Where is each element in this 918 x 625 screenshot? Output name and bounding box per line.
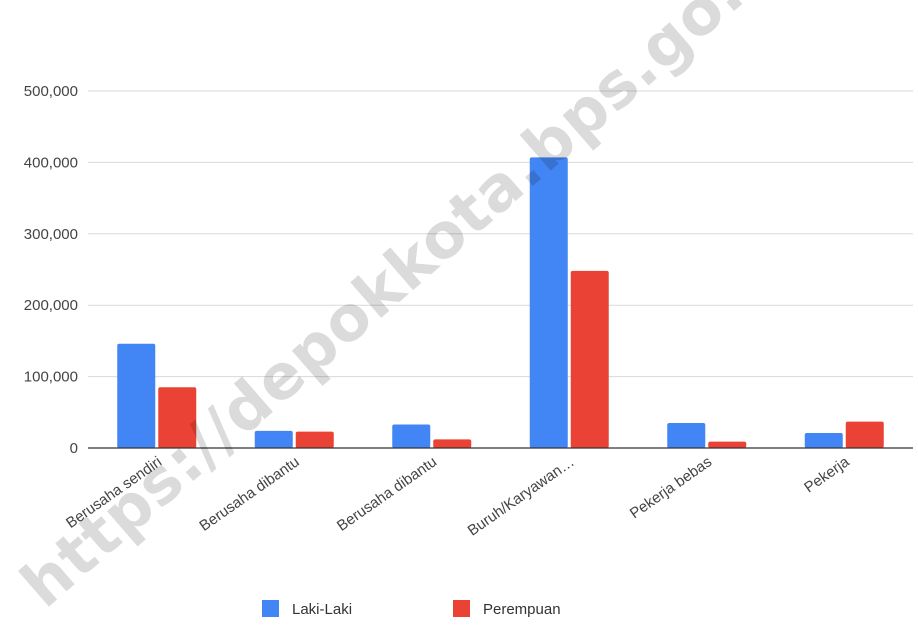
- x-category-label: Pekerja bebas: [627, 453, 715, 522]
- bar-laki-laki: [804, 433, 843, 448]
- bar-perempuan: [158, 387, 197, 448]
- y-tick-label: 500,000: [24, 83, 78, 100]
- watermark-text: https://depokkota.bps.go.id: [7, 0, 809, 621]
- bar-laki-laki: [117, 343, 156, 448]
- bar-laki-laki: [667, 423, 706, 448]
- x-category-label: Berusaha dibantu: [334, 453, 440, 534]
- bar-perempuan: [433, 439, 472, 448]
- bar-laki-laki: [529, 157, 568, 449]
- legend-label: Laki-Laki: [292, 601, 352, 618]
- bar-perempuan: [708, 441, 747, 448]
- bar-perempuan: [295, 431, 334, 448]
- y-axis-tick-labels: 0 100,000 200,000 300,000 400,000 500,000: [24, 83, 78, 457]
- y-tick-label: 100,000: [24, 369, 78, 386]
- y-tick-label: 0: [70, 440, 78, 457]
- bars: [117, 157, 884, 449]
- legend-swatch: [453, 600, 470, 617]
- x-category-label: Pekerja: [801, 453, 853, 496]
- legend-label: Perempuan: [483, 601, 561, 618]
- bar-perempuan: [845, 421, 884, 448]
- y-tick-label: 400,000: [24, 154, 78, 171]
- gridlines: [88, 90, 913, 378]
- legend: Laki-Laki Perempuan: [262, 600, 561, 618]
- y-tick-label: 300,000: [24, 226, 78, 243]
- bar-laki-laki: [254, 430, 293, 448]
- bar-perempuan: [570, 270, 609, 448]
- legend-swatch: [262, 600, 279, 617]
- y-tick-label: 200,000: [24, 297, 78, 314]
- x-category-label: Buruh/Karyawan…: [465, 453, 578, 539]
- bar-laki-laki: [392, 424, 431, 448]
